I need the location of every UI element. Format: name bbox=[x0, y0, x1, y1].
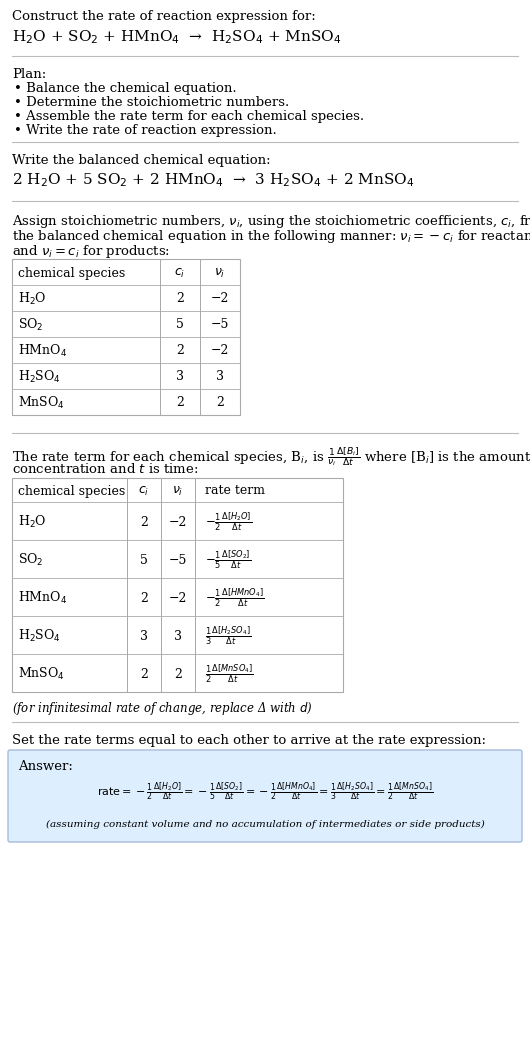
Text: 3: 3 bbox=[140, 630, 148, 642]
Text: Write the balanced chemical equation:: Write the balanced chemical equation: bbox=[12, 154, 271, 167]
Text: 2: 2 bbox=[174, 667, 182, 681]
Text: −2: −2 bbox=[211, 344, 229, 358]
Text: 2: 2 bbox=[140, 591, 148, 605]
Text: MnSO$_4$: MnSO$_4$ bbox=[18, 666, 65, 682]
Text: H$_2$SO$_4$: H$_2$SO$_4$ bbox=[18, 369, 61, 385]
Text: $c_i$: $c_i$ bbox=[174, 267, 186, 279]
Text: 3: 3 bbox=[174, 630, 182, 642]
Text: $-\frac{1}{2}\frac{\Delta[H_2O]}{\Delta t}$: $-\frac{1}{2}\frac{\Delta[H_2O]}{\Delta … bbox=[205, 510, 252, 533]
Bar bbox=[12, 259, 240, 415]
Text: 2: 2 bbox=[176, 396, 184, 409]
Text: • Assemble the rate term for each chemical species.: • Assemble the rate term for each chemic… bbox=[14, 110, 364, 123]
Text: H$_2$O: H$_2$O bbox=[18, 514, 47, 530]
Text: $\nu_i$: $\nu_i$ bbox=[214, 267, 226, 279]
Text: The rate term for each chemical species, B$_i$, is $\frac{1}{\nu_i}\frac{\Delta[: The rate term for each chemical species,… bbox=[12, 445, 530, 468]
Text: Set the rate terms equal to each other to arrive at the rate expression:: Set the rate terms equal to each other t… bbox=[12, 734, 486, 747]
Text: • Write the rate of reaction expression.: • Write the rate of reaction expression. bbox=[14, 124, 277, 137]
Text: $\frac{1}{2}\frac{\Delta[MnSO_4]}{\Delta t}$: $\frac{1}{2}\frac{\Delta[MnSO_4]}{\Delta… bbox=[205, 663, 254, 685]
Text: H$_2$O: H$_2$O bbox=[18, 291, 47, 308]
Text: 3: 3 bbox=[216, 370, 224, 384]
Text: Construct the rate of reaction expression for:: Construct the rate of reaction expressio… bbox=[12, 10, 316, 23]
Text: Assign stoichiometric numbers, $\nu_i$, using the stoichiometric coefficients, $: Assign stoichiometric numbers, $\nu_i$, … bbox=[12, 213, 530, 230]
Text: 3: 3 bbox=[176, 370, 184, 384]
Text: rate term: rate term bbox=[205, 484, 265, 498]
Text: $c_i$: $c_i$ bbox=[138, 484, 149, 498]
Text: 2: 2 bbox=[176, 293, 184, 305]
Text: H$_2$SO$_4$: H$_2$SO$_4$ bbox=[18, 628, 61, 644]
Text: −2: −2 bbox=[211, 293, 229, 305]
Text: 5: 5 bbox=[140, 553, 148, 567]
Text: 2: 2 bbox=[176, 344, 184, 358]
Text: (assuming constant volume and no accumulation of intermediates or side products): (assuming constant volume and no accumul… bbox=[46, 819, 484, 828]
Text: the balanced chemical equation in the following manner: $\nu_i = -c_i$ for react: the balanced chemical equation in the fo… bbox=[12, 228, 530, 245]
Text: (for infinitesimal rate of change, replace Δ with $d$): (for infinitesimal rate of change, repla… bbox=[12, 700, 313, 717]
Text: • Determine the stoichiometric numbers.: • Determine the stoichiometric numbers. bbox=[14, 96, 289, 109]
Text: SO$_2$: SO$_2$ bbox=[18, 552, 43, 568]
Text: 2 H$_2$O + 5 SO$_2$ + 2 HMnO$_4$  →  3 H$_2$SO$_4$ + 2 MnSO$_4$: 2 H$_2$O + 5 SO$_2$ + 2 HMnO$_4$ → 3 H$_… bbox=[12, 170, 414, 188]
Text: • Balance the chemical equation.: • Balance the chemical equation. bbox=[14, 82, 236, 95]
Text: and $\nu_i = c_i$ for products:: and $\nu_i = c_i$ for products: bbox=[12, 243, 170, 260]
Text: $\frac{1}{3}\frac{\Delta[H_2SO_4]}{\Delta t}$: $\frac{1}{3}\frac{\Delta[H_2SO_4]}{\Delt… bbox=[205, 624, 251, 647]
Text: H$_2$O + SO$_2$ + HMnO$_4$  →  H$_2$SO$_4$ + MnSO$_4$: H$_2$O + SO$_2$ + HMnO$_4$ → H$_2$SO$_4$… bbox=[12, 28, 341, 46]
Text: $-\frac{1}{2}\frac{\Delta[HMnO_4]}{\Delta t}$: $-\frac{1}{2}\frac{\Delta[HMnO_4]}{\Delt… bbox=[205, 587, 264, 609]
Text: HMnO$_4$: HMnO$_4$ bbox=[18, 343, 67, 359]
Text: −5: −5 bbox=[169, 553, 187, 567]
Text: Answer:: Answer: bbox=[18, 760, 73, 773]
Text: 2: 2 bbox=[216, 396, 224, 409]
Text: chemical species: chemical species bbox=[18, 267, 125, 279]
Text: MnSO$_4$: MnSO$_4$ bbox=[18, 395, 65, 411]
Text: 5: 5 bbox=[176, 318, 184, 332]
Text: concentration and $t$ is time:: concentration and $t$ is time: bbox=[12, 462, 198, 476]
Text: −2: −2 bbox=[169, 591, 187, 605]
Text: 2: 2 bbox=[140, 667, 148, 681]
Text: chemical species: chemical species bbox=[18, 484, 125, 498]
Text: 2: 2 bbox=[140, 516, 148, 528]
Text: $\nu_i$: $\nu_i$ bbox=[172, 484, 184, 498]
Text: $\mathrm{rate} = -\frac{1}{2}\frac{\Delta[H_2O]}{\Delta t} = -\frac{1}{5}\frac{\: $\mathrm{rate} = -\frac{1}{2}\frac{\Delt… bbox=[97, 780, 433, 803]
Bar bbox=[12, 478, 343, 692]
Text: $-\frac{1}{5}\frac{\Delta[SO_2]}{\Delta t}$: $-\frac{1}{5}\frac{\Delta[SO_2]}{\Delta … bbox=[205, 549, 251, 571]
Text: −5: −5 bbox=[211, 318, 229, 332]
Text: SO$_2$: SO$_2$ bbox=[18, 317, 43, 333]
Text: Plan:: Plan: bbox=[12, 68, 46, 81]
Text: −2: −2 bbox=[169, 516, 187, 528]
Text: HMnO$_4$: HMnO$_4$ bbox=[18, 590, 67, 606]
FancyBboxPatch shape bbox=[8, 750, 522, 842]
